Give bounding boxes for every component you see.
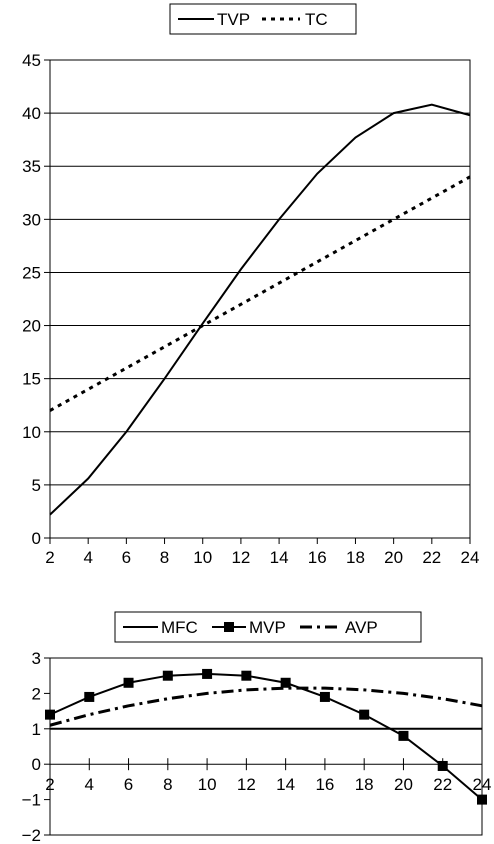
chart2-x-tick-label: 8 bbox=[163, 775, 172, 794]
chart1-y-tick-label: 15 bbox=[22, 370, 41, 389]
chart1-x-tick-label: 6 bbox=[122, 548, 131, 567]
chart1-plot-frame bbox=[49, 59, 471, 539]
chart2-mvp-point bbox=[202, 668, 213, 679]
chart2-mvp-point bbox=[398, 730, 409, 741]
chart2-x-tick-label: 18 bbox=[355, 775, 374, 794]
chart2-mvp-point bbox=[84, 691, 95, 702]
chart2-y-tick-label: 0 bbox=[32, 755, 41, 774]
chart1-series bbox=[49, 103, 471, 516]
chart2-x-tick-label: 4 bbox=[85, 775, 94, 794]
chart1-y-tick-label: 0 bbox=[32, 529, 41, 548]
chart2-y-tick-label: −2 bbox=[22, 826, 41, 844]
chart1-x-tick-label: 18 bbox=[346, 548, 365, 567]
chart1-y-axis: 0 5 10 15 20 25 30 35 40 45 bbox=[22, 51, 50, 548]
chart2-mvp-point bbox=[123, 677, 134, 688]
chart2-mvp-point bbox=[319, 691, 330, 702]
chart1-y-tick-label: 45 bbox=[22, 51, 41, 70]
chart2-legend-label-mvp: MVP bbox=[249, 618, 286, 637]
chart2-x-tick-label: 2 bbox=[45, 775, 54, 794]
chart2-y-tick-label: −1 bbox=[22, 791, 41, 810]
chart1-x-tick-label: 22 bbox=[422, 548, 441, 567]
chart1-x-tick-label: 8 bbox=[160, 548, 169, 567]
chart2-mvp-point bbox=[162, 670, 173, 681]
chart2-x-tick-label: 24 bbox=[473, 775, 492, 794]
chart2-x-axis: 2 4 6 8 10 12 14 16 18 20 22 24 bbox=[45, 758, 491, 794]
chart1-y-tick-label: 10 bbox=[22, 423, 41, 442]
chart2-mvp-point bbox=[241, 670, 252, 681]
chart2-mvp-point bbox=[477, 794, 487, 805]
chart2-legend-box bbox=[114, 611, 422, 643]
chart1-x-tick-label: 16 bbox=[308, 548, 327, 567]
chart2-y-tick-label: 1 bbox=[32, 720, 41, 739]
chart2-x-tick-label: 14 bbox=[276, 775, 295, 794]
chart2-series-line-mvp bbox=[49, 672, 483, 801]
chart2-x-tick-label: 22 bbox=[433, 775, 452, 794]
chart2-mvp-point bbox=[45, 709, 55, 720]
chart2-y-axis: −2 −1 0 1 2 3 bbox=[22, 649, 50, 844]
chart1-legend-label-tvp: TVP bbox=[217, 10, 250, 29]
chart2-x-tick-label: 12 bbox=[237, 775, 256, 794]
chart1-x-tick-label: 24 bbox=[461, 548, 480, 567]
chart1-x-tick-label: 12 bbox=[231, 548, 250, 567]
chart1-x-tick-label: 10 bbox=[193, 548, 212, 567]
chart2-legend-label-avp: AVP bbox=[345, 618, 378, 637]
chart2-y-tick-label: 2 bbox=[32, 684, 41, 703]
chart1-legend: TVP TC bbox=[169, 3, 357, 35]
chart1-x-tick-label: 4 bbox=[83, 548, 92, 567]
chart2-mvp-point bbox=[437, 760, 448, 771]
chart1-y-tick-label: 25 bbox=[22, 263, 41, 282]
chart2-series-line-avp bbox=[49, 686, 483, 727]
chart1-y-tick-label: 30 bbox=[22, 210, 41, 229]
chart1-gridlines bbox=[50, 59, 470, 539]
chart2-x-tick-label: 10 bbox=[198, 775, 217, 794]
chart1-y-tick-label: 40 bbox=[22, 104, 41, 123]
chart1-y-tick-label: 20 bbox=[22, 317, 41, 336]
chart1-series-line-tvp bbox=[49, 103, 471, 516]
chart1-legend-label-tc: TC bbox=[305, 10, 328, 29]
chart2-x-tick-label: 6 bbox=[124, 775, 133, 794]
chart1-series-line-tc bbox=[49, 175, 471, 412]
chart2-series bbox=[45, 668, 487, 805]
chart1-y-tick-label: 35 bbox=[22, 157, 41, 176]
chart1-x-tick-label: 14 bbox=[270, 548, 289, 567]
chart2-mvp-point bbox=[280, 677, 291, 688]
chart2-plot-frame bbox=[49, 657, 483, 836]
chart2-legend-marker-mvp bbox=[224, 622, 234, 632]
chart2-mvp-point bbox=[359, 709, 370, 720]
chart1-x-axis: 2 4 6 8 10 12 14 16 18 20 22 24 bbox=[45, 538, 479, 567]
chart2-x-tick-label: 20 bbox=[394, 775, 413, 794]
chart1-y-tick-label: 5 bbox=[32, 476, 41, 495]
chart2-y-tick-label: 3 bbox=[32, 649, 41, 668]
chart1-x-tick-label: 20 bbox=[384, 548, 403, 567]
chart2-legend-label-mfc: MFC bbox=[161, 618, 198, 637]
chart2-x-tick-label: 16 bbox=[315, 775, 334, 794]
chart2-legend: MFC MVP AVP bbox=[114, 611, 422, 643]
chart1-x-tick-label: 2 bbox=[45, 548, 54, 567]
